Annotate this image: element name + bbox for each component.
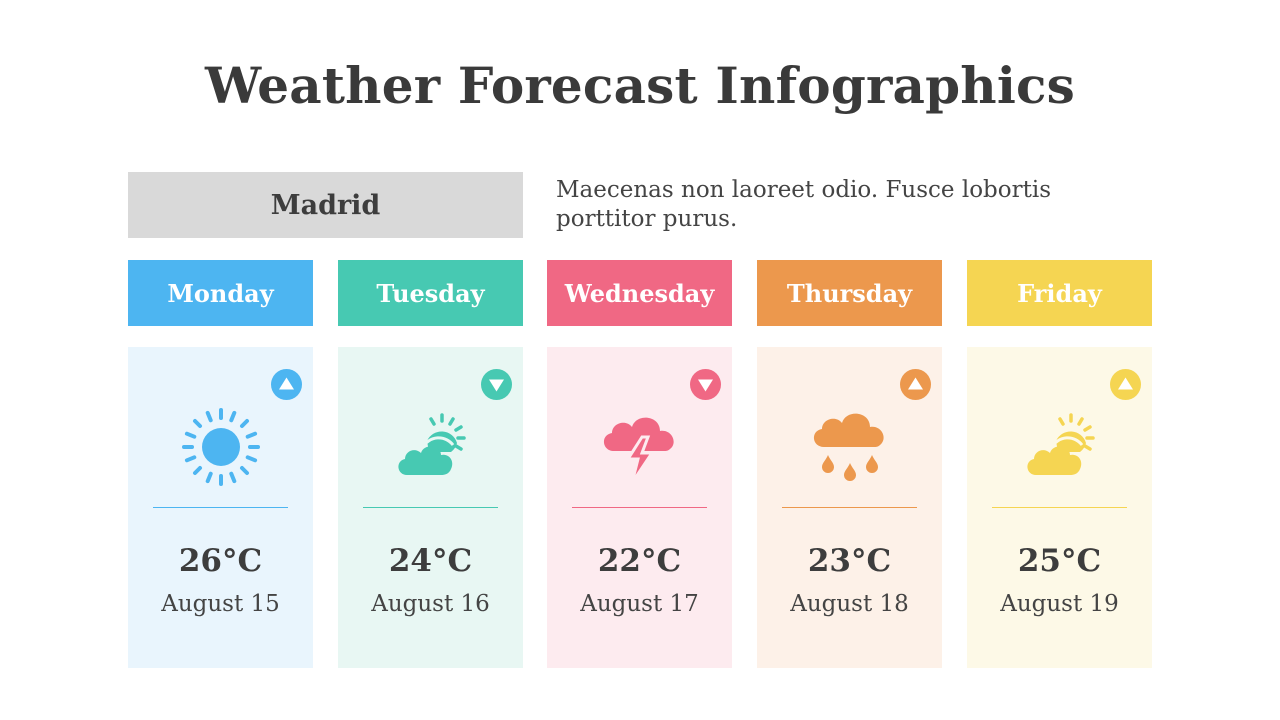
thunderstorm-icon: [603, 417, 674, 484]
forecast-card-thursday: 23°C August 18: [757, 347, 942, 668]
partly-cloudy-icon: [397, 413, 466, 475]
city-label: Madrid: [128, 172, 523, 238]
date-label: August 16: [371, 591, 490, 617]
date-label: August 15: [161, 591, 280, 617]
trend-down-icon: [481, 369, 512, 400]
temperature: 23°C: [807, 543, 892, 579]
rain-cloud-icon: [813, 413, 884, 481]
date-label: August 19: [1000, 591, 1119, 617]
day-label: Thursday: [786, 278, 913, 308]
forecast-card-wednesday: 22°C August 17: [547, 347, 732, 668]
day-header-thursday: Thursday: [757, 260, 942, 326]
partly-cloudy-icon: [1026, 413, 1095, 475]
separator-line: [992, 507, 1127, 508]
temperature: 24°C: [388, 543, 473, 579]
day-header-monday: Monday: [128, 260, 313, 326]
trend-up-icon: [271, 369, 302, 400]
day-label: Wednesday: [564, 278, 715, 308]
day-header-wednesday: Wednesday: [547, 260, 732, 326]
forecast-card-monday: 26°C August 15: [128, 347, 313, 668]
trend-up-icon: [1110, 369, 1141, 400]
temperature: 26°C: [178, 543, 263, 579]
temperature: 22°C: [597, 543, 682, 579]
date-label: August 17: [580, 591, 699, 617]
description-text: Maecenas non laoreet odio. Fusce loborti…: [556, 177, 1052, 232]
temperature: 25°C: [1017, 543, 1102, 579]
day-label: Tuesday: [376, 278, 485, 308]
day-label: Monday: [167, 278, 274, 308]
trend-up-icon: [900, 369, 931, 400]
page-title: Weather Forecast Infographics: [204, 56, 1076, 115]
separator-line: [153, 507, 288, 508]
separator-line: [363, 507, 498, 508]
day-label: Friday: [1017, 278, 1102, 308]
day-header-tuesday: Tuesday: [338, 260, 523, 326]
separator-line: [572, 507, 707, 508]
sun-icon: [181, 408, 260, 486]
day-header-friday: Friday: [967, 260, 1152, 326]
date-label: August 18: [790, 591, 909, 617]
trend-down-icon: [690, 369, 721, 400]
forecast-card-friday: 25°C August 19: [967, 347, 1152, 668]
forecast-card-tuesday: 24°C August 16: [338, 347, 523, 668]
separator-line: [782, 507, 917, 508]
